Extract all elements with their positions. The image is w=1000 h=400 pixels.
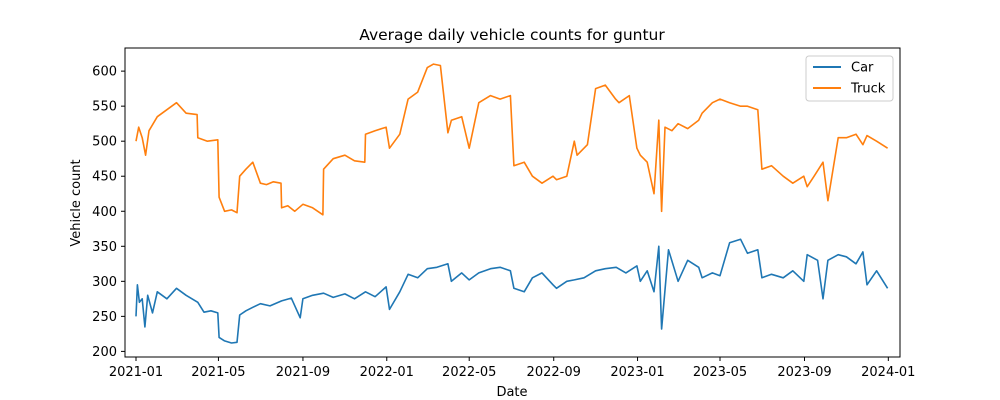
y-tick-label: 400 <box>92 205 117 220</box>
y-axis-label: Vehicle count <box>69 159 84 246</box>
y-tick-label: 550 <box>92 100 117 115</box>
x-tick-label: 2021-01 <box>109 365 163 380</box>
series-line-car <box>135 238 889 344</box>
plot-frame <box>124 47 901 358</box>
y-tick-label: 450 <box>92 170 117 185</box>
x-tick-label: 2024-01 <box>861 365 915 380</box>
x-tick-label: 2022-09 <box>527 365 581 380</box>
legend-label-car: Car <box>851 61 874 76</box>
y-tick-label: 600 <box>92 65 117 80</box>
legend-label-truck: Truck <box>850 82 886 97</box>
y-axis: 200 250 300 350 400 450 500 550 600 <box>92 65 125 360</box>
series-line-truck <box>135 63 889 216</box>
x-tick-label: 2022-01 <box>360 365 414 380</box>
x-axis-label: Date <box>496 385 527 400</box>
series-layer <box>135 63 889 344</box>
y-tick-label: 350 <box>92 240 117 255</box>
x-tick-label: 2021-05 <box>191 365 245 380</box>
y-tick-label: 200 <box>92 345 117 360</box>
y-tick-label: 250 <box>92 310 117 325</box>
chart-title: Average daily vehicle counts for guntur <box>359 26 665 44</box>
x-tick-label: 2021-09 <box>276 365 330 380</box>
legend: Car Truck <box>805 55 894 102</box>
x-axis: 2021-01 2021-05 2021-09 2022-01 2022-05 2022-… <box>109 357 915 380</box>
x-tick-label: 2023-05 <box>693 365 747 380</box>
x-tick-label: 2022-05 <box>442 365 496 380</box>
x-tick-label: 2023-01 <box>610 365 664 380</box>
x-tick-label: 2023-09 <box>777 365 831 380</box>
y-tick-label: 500 <box>92 135 117 150</box>
y-tick-label: 300 <box>92 275 117 290</box>
